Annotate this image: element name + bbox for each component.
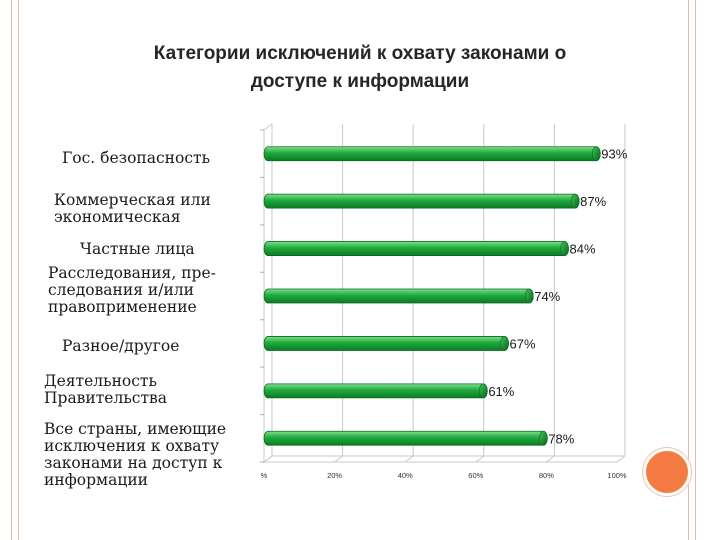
bar-value-label: 78% xyxy=(548,431,574,446)
chart-gridline-floor xyxy=(404,455,414,463)
bar-end-cap xyxy=(570,193,580,209)
bar-value-label: 61% xyxy=(488,384,514,399)
bar-value-label: 84% xyxy=(570,242,596,257)
chart-x-ticks: % 20% 40% 60% 80% 100% xyxy=(261,471,627,480)
x-tick-label: 80% xyxy=(539,471,554,480)
bar xyxy=(263,146,601,162)
chart-gridline-floor xyxy=(546,455,555,463)
chart-gridline-floor xyxy=(475,455,485,463)
chart-bars: 93% 87% 84% 74% 67% 61% 78% xyxy=(263,146,628,446)
x-tick-label: 100% xyxy=(607,471,627,480)
bar xyxy=(263,383,488,399)
bar-value-label: 93% xyxy=(601,147,627,162)
slide-title-line-1: Категории исключений к охвату законами о xyxy=(153,43,567,64)
bar xyxy=(263,241,569,256)
orange-circle-decoration xyxy=(643,448,691,496)
category-label: Расследования, пре- следования и/или пра… xyxy=(48,264,216,316)
chart-gridline-floor xyxy=(334,455,343,463)
bar xyxy=(263,288,534,304)
bar xyxy=(263,336,509,351)
bar-end-cap xyxy=(591,146,601,162)
bar-end-cap xyxy=(524,288,534,304)
x-tick-label: 20% xyxy=(327,471,342,480)
bar xyxy=(263,430,548,446)
x-tick-label: % xyxy=(261,471,268,480)
category-label: Коммерческая или экономическая xyxy=(54,191,211,226)
category-label: Все страны, имеющие исключения к охвату … xyxy=(44,420,227,489)
bar-end-cap xyxy=(479,383,488,399)
category-label: Разное/другое xyxy=(62,337,180,355)
bar xyxy=(263,193,580,209)
category-label: Частные лица xyxy=(80,240,195,258)
bar-value-label: 74% xyxy=(534,289,560,304)
bar-value-label: 87% xyxy=(580,194,606,209)
left-border-decoration xyxy=(11,0,19,540)
bar-end-cap xyxy=(560,241,569,256)
category-label: Деятельность Правительства xyxy=(44,372,167,407)
category-label: Гос. безопасность xyxy=(62,149,211,167)
x-tick-label: 60% xyxy=(468,471,483,480)
chart-gridline-floor xyxy=(616,455,626,463)
bar-end-cap xyxy=(539,430,548,446)
bar-end-cap xyxy=(500,336,509,351)
slide-title: Категории исключений к охвату законами о… xyxy=(60,40,660,96)
x-tick-label: 40% xyxy=(398,471,413,480)
slide-title-line-2: доступе к информации xyxy=(250,71,470,92)
bar-value-label: 67% xyxy=(510,336,536,351)
right-border-decoration xyxy=(688,0,696,540)
chart-gridline-floor xyxy=(263,455,273,463)
